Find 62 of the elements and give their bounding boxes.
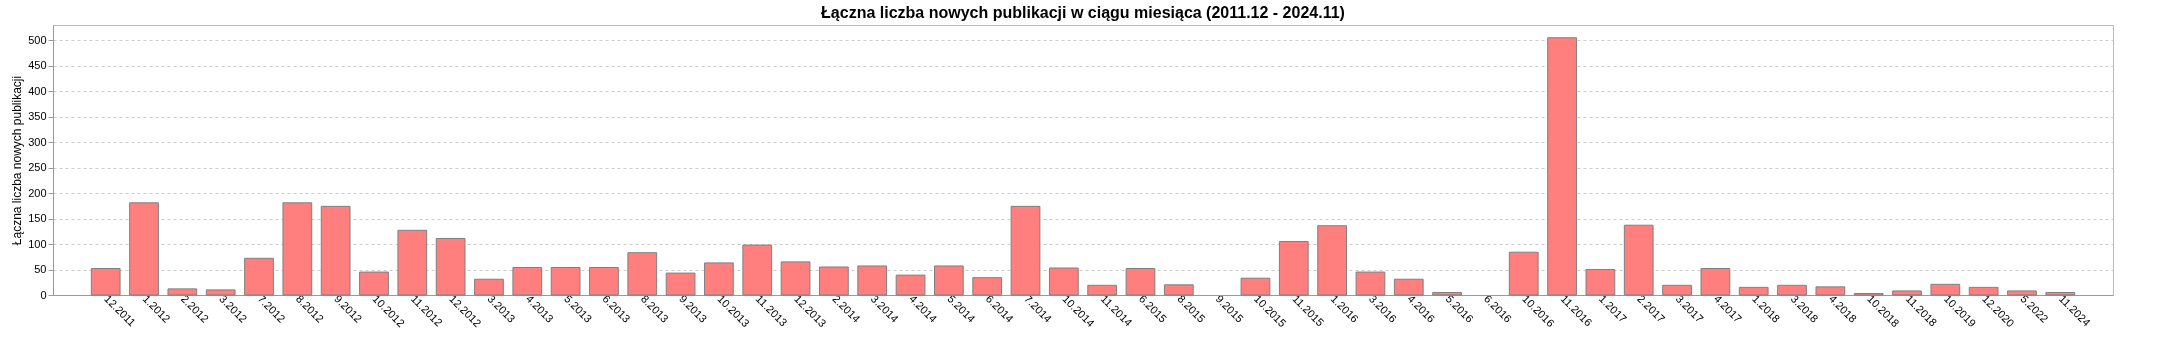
bar: [1815, 286, 1846, 296]
y-tick-label: 400: [28, 84, 47, 97]
bar: [589, 266, 619, 296]
y-tick-label: 250: [28, 161, 47, 174]
bar: [665, 272, 696, 296]
bar: [397, 229, 428, 296]
y-tick-label: 450: [28, 59, 47, 72]
y-tick-label: 50: [34, 263, 47, 276]
bar: [435, 237, 466, 296]
bar: [819, 266, 849, 296]
y-tick-label: 150: [28, 212, 47, 225]
bar: [1623, 224, 1654, 296]
bar: [857, 265, 888, 296]
y-tick-label: 100: [28, 237, 47, 250]
y-tick-label: 500: [28, 33, 47, 46]
bar: [1585, 269, 1616, 296]
bar: [780, 261, 811, 296]
y-tick-label: 300: [28, 135, 47, 148]
bar: [1547, 37, 1577, 296]
bar: [1968, 286, 1999, 296]
bar: [2007, 290, 2037, 296]
y-tick-label: 350: [28, 110, 47, 123]
chart-title: Łączna liczba nowych publikacji w ciągu miesiąca (2011.12 - 2024.11): [821, 4, 1345, 21]
y-tick-label: 200: [28, 186, 47, 199]
bar: [742, 244, 773, 296]
bar: [90, 268, 121, 296]
bar: [359, 271, 389, 296]
bar: [1278, 241, 1309, 296]
bar: [512, 266, 543, 296]
bar: [1010, 205, 1041, 296]
bar: [167, 288, 198, 296]
y-axis-title: Łączna liczba nowych publikacji: [10, 75, 25, 246]
bar: [1432, 291, 1462, 296]
bar: [895, 274, 926, 296]
bar: [1048, 267, 1079, 296]
bar: [933, 265, 964, 296]
bar: [129, 202, 159, 296]
bar: [550, 266, 581, 296]
bar: [627, 252, 658, 296]
bar: [1777, 284, 1807, 296]
bar: [1125, 268, 1156, 296]
bar: [320, 205, 351, 296]
bar: [1240, 277, 1271, 296]
bar: [1355, 271, 1386, 296]
bar: [972, 277, 1003, 296]
bar: [1508, 251, 1539, 296]
bar: [2045, 291, 2076, 296]
bar: [205, 289, 236, 296]
bar: [474, 278, 504, 296]
bar: [704, 262, 734, 296]
bar: [244, 257, 274, 296]
y-tick-label: 0: [40, 288, 47, 301]
bar: [1662, 284, 1692, 296]
bar: [1087, 284, 1118, 296]
bar: [1930, 283, 1961, 296]
bar: [1700, 268, 1731, 296]
bar: [1738, 286, 1769, 296]
bar: [1892, 290, 1922, 296]
bar: [282, 202, 313, 296]
bar: [1163, 284, 1194, 296]
bar: [1317, 225, 1347, 296]
bar: [1393, 278, 1424, 296]
